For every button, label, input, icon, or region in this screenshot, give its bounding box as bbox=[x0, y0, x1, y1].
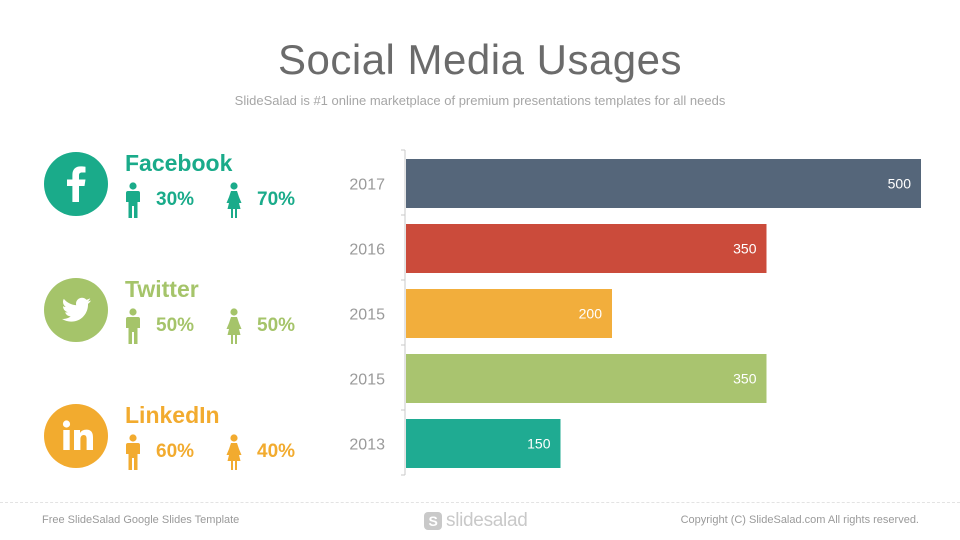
facebook-male-percent: 30% bbox=[156, 189, 195, 210]
male-icon bbox=[126, 308, 140, 344]
linkedin-male-percent: 60% bbox=[156, 441, 195, 462]
linkedin-icon bbox=[44, 404, 108, 468]
footer-copyright: Copyright (C) SlideSalad.com All rights … bbox=[680, 514, 919, 526]
facebook-male-stat: 30% bbox=[125, 180, 194, 220]
logo-text: slidesalad bbox=[446, 510, 528, 531]
category-tick-label: 2016 bbox=[349, 242, 385, 259]
bar-0 bbox=[406, 159, 921, 208]
bar-chart: 500 2017 350 2016 200 2015 350 2015 150 2013 bbox=[349, 149, 921, 476]
category-tick-label: 2015 bbox=[349, 372, 385, 389]
facebook-label: Facebook bbox=[125, 150, 233, 176]
bar-value-label: 350 bbox=[733, 241, 757, 257]
bar-3 bbox=[406, 354, 767, 403]
male-icon bbox=[126, 182, 140, 218]
bar-value-label: 350 bbox=[733, 371, 757, 387]
twitter-female-stat: 50% bbox=[226, 306, 295, 346]
linkedin-female-stat: 40% bbox=[226, 432, 295, 472]
category-tick-label: 2017 bbox=[349, 177, 385, 194]
bar-value-label: 200 bbox=[579, 306, 603, 322]
bar-value-label: 150 bbox=[527, 436, 551, 452]
facebook-female-percent: 70% bbox=[257, 189, 296, 210]
bar-4 bbox=[406, 419, 561, 468]
page-subtitle: SlideSalad is #1 online marketplace of p… bbox=[234, 93, 726, 108]
linkedin-female-percent: 40% bbox=[257, 441, 296, 462]
bar-1 bbox=[406, 224, 767, 273]
category-tick-label: 2013 bbox=[349, 437, 385, 454]
female-icon bbox=[226, 308, 242, 344]
female-icon bbox=[226, 182, 242, 218]
twitter-male-percent: 50% bbox=[156, 315, 195, 336]
linkedin-male-stat: 60% bbox=[125, 432, 194, 472]
facebook-icon bbox=[44, 152, 108, 216]
twitter-female-percent: 50% bbox=[257, 315, 296, 336]
category-tick-label: 2015 bbox=[349, 307, 385, 324]
page-title: Social Media Usages bbox=[277, 36, 683, 83]
twitter-icon bbox=[44, 278, 108, 342]
bar-value-label: 500 bbox=[888, 176, 912, 192]
linkedin-block: LinkedIn 60% 40% bbox=[44, 402, 334, 474]
male-icon bbox=[126, 434, 140, 470]
female-icon bbox=[226, 434, 242, 470]
bar-2 bbox=[406, 289, 612, 338]
twitter-block: Twitter 50% 50% bbox=[44, 276, 334, 348]
twitter-male-stat: 50% bbox=[125, 306, 194, 346]
footer-divider bbox=[0, 502, 960, 503]
logo-mark-icon: S bbox=[424, 512, 442, 530]
slidesalad-logo: S slidesalad bbox=[424, 510, 528, 532]
facebook-female-stat: 70% bbox=[226, 180, 295, 220]
twitter-label: Twitter bbox=[125, 276, 199, 302]
footer-left-text: Free SlideSalad Google Slides Template bbox=[42, 514, 240, 526]
facebook-block: Facebook 30% 70% bbox=[44, 150, 334, 222]
linkedin-label: LinkedIn bbox=[125, 402, 220, 428]
